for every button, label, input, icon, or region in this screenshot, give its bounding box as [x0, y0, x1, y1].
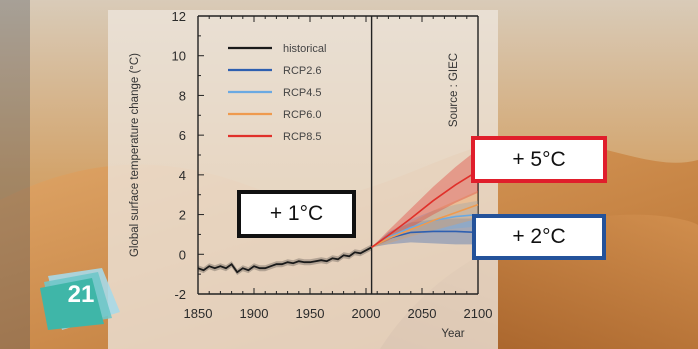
x-axis-tick-labels: 1850 1900 1950 2000 2050 2100 — [184, 306, 493, 321]
y-tick-label: 12 — [172, 9, 186, 24]
y-tick-label: 0 — [179, 247, 186, 262]
legend-label: RCP8.5 — [283, 131, 322, 143]
y-tick-label: 6 — [179, 128, 186, 143]
x-tick-label: 2050 — [408, 306, 437, 321]
legend-label: RCP6.0 — [283, 109, 322, 121]
x-tick-label: 1850 — [184, 306, 213, 321]
series-line-rcp85 — [371, 170, 479, 248]
x-tick-label: 2100 — [464, 306, 493, 321]
callout-high-scenario: + 5°C — [471, 136, 607, 183]
axis-ticks — [197, 15, 479, 295]
y-axis-title: Global surface temperature change (°C) — [129, 53, 141, 257]
series-line-historical — [197, 246, 373, 274]
x-tick-label: 1900 — [240, 306, 269, 321]
series-line-rcp60 — [371, 203, 479, 249]
x-axis-title: Year — [441, 328, 464, 340]
page-badge — [40, 268, 120, 330]
callout-low-scenario: + 2°C — [472, 214, 606, 260]
series-lines — [197, 170, 479, 274]
page-number: 21 — [67, 281, 95, 308]
x-tick-label: 2000 — [352, 306, 381, 321]
legend: historical RCP2.6 RCP4.5 RCP6.0 RCP8.5 — [228, 43, 326, 143]
y-tick-label: 2 — [179, 208, 186, 223]
callout-current-warming: + 1°C — [237, 190, 356, 238]
y-tick-label: -2 — [174, 287, 186, 302]
band-historical — [198, 244, 372, 276]
y-tick-label: 4 — [179, 168, 186, 183]
chart-panel — [108, 10, 498, 349]
band-rcp85 — [371, 149, 478, 248]
y-tick-label: 10 — [172, 49, 186, 64]
legend-label: RCP4.5 — [283, 87, 322, 99]
y-axis-tick-labels: -2 0 2 4 6 8 10 12 — [172, 9, 186, 302]
legend-label: RCP2.6 — [283, 65, 322, 77]
source-label: Source : GIEC — [448, 53, 460, 127]
legend-label: historical — [283, 43, 326, 55]
band-rcp26 — [371, 218, 478, 248]
x-tick-label: 1950 — [296, 306, 325, 321]
background-left-strip — [0, 0, 30, 349]
y-tick-label: 8 — [179, 88, 186, 103]
